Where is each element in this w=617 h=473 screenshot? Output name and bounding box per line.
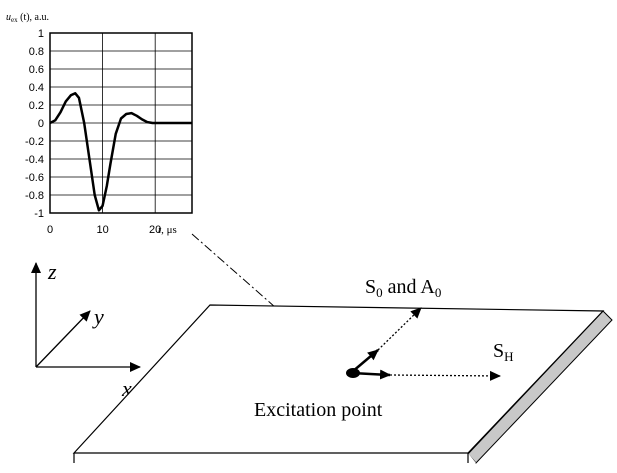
- y-tick-label: 0.6: [29, 64, 44, 76]
- x-tick-label: 20: [149, 224, 161, 236]
- wave-arrows: [346, 307, 501, 381]
- y-tick-label: 0.2: [29, 100, 44, 112]
- y-tick-label: -0.4: [25, 154, 44, 166]
- y-tick-label: -0.2: [25, 136, 44, 148]
- y-tick-label: -0.6: [25, 172, 44, 184]
- x-tick-labels: 0 10 20: [47, 224, 161, 236]
- y-tick-label: -1: [34, 208, 44, 220]
- sh-label: SH: [493, 340, 514, 364]
- excitation-point-dot: [346, 368, 360, 378]
- y-tick-label: 1: [38, 28, 44, 40]
- plate-top-face: [72, 304, 605, 454]
- chart-grid: [50, 33, 192, 213]
- y-tick-label: 0.8: [29, 46, 44, 58]
- y-axis-label: y: [92, 304, 104, 329]
- waveform-chart: uex (t), a.u. 1 0.8 0.6 0.4 0.2 0 -0.2 -0.4 -0.6…: [6, 12, 193, 236]
- y-axis-arrow: [35, 310, 91, 368]
- chart-ylabel: uex (t), a.u.: [6, 12, 49, 24]
- x-tick-label: 10: [96, 224, 108, 236]
- x-axis-label: x: [121, 376, 132, 401]
- y-tick-label: -0.8: [25, 190, 44, 202]
- x-tick-label: 0: [47, 224, 53, 236]
- plate-front-face: [74, 453, 476, 463]
- y-tick-labels: 1 0.8 0.6 0.4 0.2 0 -0.2 -0.4 -0.6 -0.8 -1: [25, 28, 44, 220]
- s0-a0-label: S0 and A0: [365, 276, 441, 300]
- lamb-force-arrow: [351, 349, 379, 373]
- y-tick-label: 0.4: [29, 82, 44, 94]
- excitation-point-label: Excitation point: [254, 399, 383, 421]
- plate: [72, 304, 613, 464]
- series-line-uex: [49, 92, 192, 212]
- chart-xlabel: t, μs: [158, 224, 177, 236]
- coordinate-axes: z y x: [31, 259, 141, 401]
- y-tick-label: 0: [38, 118, 44, 130]
- z-axis-label: z: [47, 259, 57, 284]
